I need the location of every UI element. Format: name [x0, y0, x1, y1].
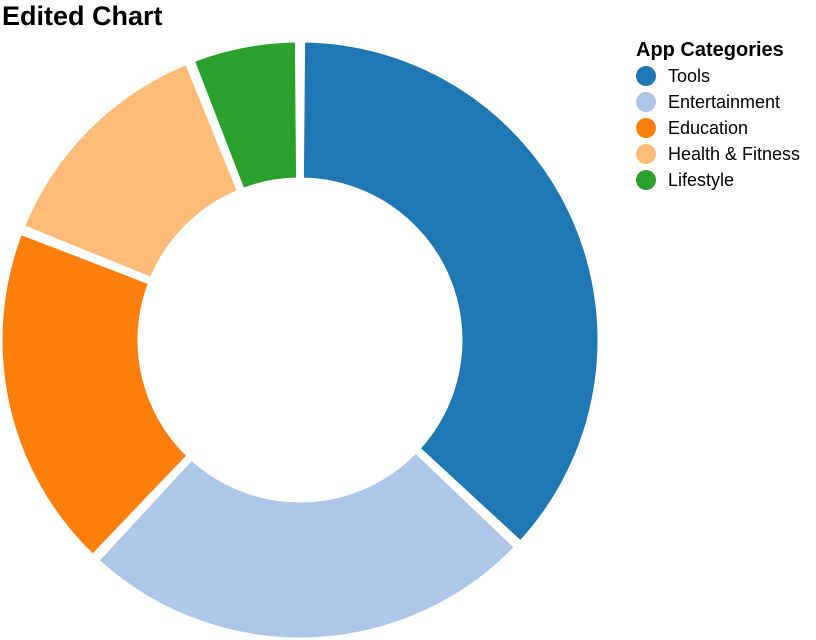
slice-health-fitness: [19, 59, 243, 283]
legend-item-education: Education: [636, 115, 816, 141]
legend-item-entertainment: Entertainment: [636, 89, 816, 115]
legend-label-tools: Tools: [668, 65, 711, 86]
legend-label-lifestyle: Lifestyle: [668, 169, 735, 190]
slice-entertainment: [94, 448, 520, 640]
legend-swatch-health-fitness: [636, 144, 656, 164]
legend-label-health-fitness: Health & Fitness: [668, 143, 801, 164]
legend-label-education: Education: [668, 117, 749, 138]
slice-lifestyle: [189, 37, 302, 194]
legend-item-health-fitness: Health & Fitness: [636, 141, 816, 167]
legend-swatch-education: [636, 118, 656, 138]
legend-item-lifestyle: Lifestyle: [636, 167, 816, 193]
legend-swatch-tools: [636, 66, 656, 86]
chart-title: Edited Chart: [2, 1, 163, 31]
legend-label-entertainment: Entertainment: [668, 91, 781, 112]
slice-tools: [298, 37, 603, 546]
legend-title: App Categories: [636, 39, 784, 61]
donut-slices: [0, 37, 603, 640]
slice-education: [0, 229, 192, 560]
legend-item-tools: Tools: [636, 63, 816, 89]
legend-items: Tools Entertainment Education Health & Fitn…: [636, 63, 816, 193]
legend-swatch-entertainment: [636, 92, 656, 112]
legend-swatch-lifestyle: [636, 170, 656, 190]
legend: App Categories Tools Entertainment Educati…: [636, 38, 816, 193]
